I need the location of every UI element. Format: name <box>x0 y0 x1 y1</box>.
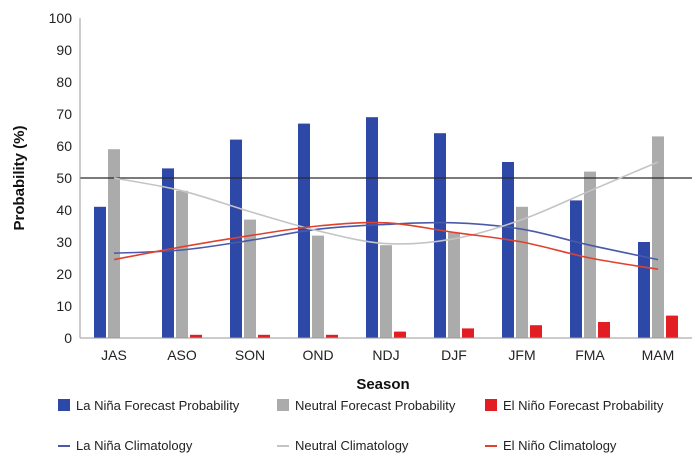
bar <box>230 139 242 338</box>
y-tick-label: 50 <box>56 170 72 186</box>
x-tick-label: JFM <box>508 347 535 363</box>
bar <box>502 162 514 338</box>
y-tick-label: 20 <box>56 266 72 282</box>
bar <box>162 168 174 338</box>
bars-layer <box>94 117 678 338</box>
bar <box>190 334 202 338</box>
bar <box>326 334 338 338</box>
bar <box>530 325 542 338</box>
bar <box>516 206 528 338</box>
bar <box>258 334 270 338</box>
legend-label: El Niño Climatology <box>503 438 617 453</box>
bar <box>570 200 582 338</box>
y-axis-title: Probability (%) <box>11 125 28 230</box>
x-tick-label: MAM <box>642 347 675 363</box>
bar <box>94 206 106 338</box>
y-tick-label: 0 <box>64 330 72 346</box>
legend-label: El Niño Forecast Probability <box>503 398 664 413</box>
climatology-line <box>113 221 659 270</box>
y-tick-label: 60 <box>56 138 72 154</box>
bar <box>394 331 406 338</box>
y-tick-label: 80 <box>56 74 72 90</box>
x-tick-label: FMA <box>575 347 605 363</box>
x-tick-label: NDJ <box>372 347 399 363</box>
x-tick-label: JAS <box>101 347 127 363</box>
x-axis-title: Season <box>356 376 409 393</box>
legend-swatch <box>58 399 70 411</box>
y-tick-label: 100 <box>49 10 73 26</box>
x-tick-label: SON <box>235 347 265 363</box>
bar <box>108 149 120 338</box>
bar <box>584 171 596 338</box>
y-tick-label: 90 <box>56 42 72 58</box>
bar <box>244 219 256 338</box>
legend-label: La Niña Forecast Probability <box>76 398 240 413</box>
bar <box>462 328 474 338</box>
axes-layer: 0 10 20 30 40 50 60 70 80 90 100 JAS ASO SON OND NDJ DJF… <box>49 10 692 363</box>
legend-label: Neutral Climatology <box>295 438 409 453</box>
bar <box>176 190 188 338</box>
bar <box>652 136 664 338</box>
legend-label: Neutral Forecast Probability <box>295 398 456 413</box>
bar <box>598 322 610 338</box>
x-tick-label: OND <box>302 347 333 363</box>
legend-label: La Niña Climatology <box>76 438 193 453</box>
legend-swatch <box>277 399 289 411</box>
x-tick-label: ASO <box>167 347 197 363</box>
bar <box>366 117 378 338</box>
bar <box>380 245 392 338</box>
climatology-lines-layer <box>113 161 659 270</box>
y-tick-label: 10 <box>56 298 72 314</box>
x-tick-label: DJF <box>441 347 467 363</box>
y-tick-label: 70 <box>56 106 72 122</box>
y-tick-label: 30 <box>56 234 72 250</box>
climatology-line <box>113 221 659 261</box>
climatology-line <box>113 161 659 245</box>
y-tick-label: 40 <box>56 202 72 218</box>
bar <box>434 133 446 338</box>
bar <box>666 315 678 338</box>
bar <box>312 235 324 338</box>
bar <box>448 232 460 338</box>
legend-swatch <box>485 399 497 411</box>
legend: La Niña Forecast Probability Neutral Fore… <box>58 398 664 453</box>
